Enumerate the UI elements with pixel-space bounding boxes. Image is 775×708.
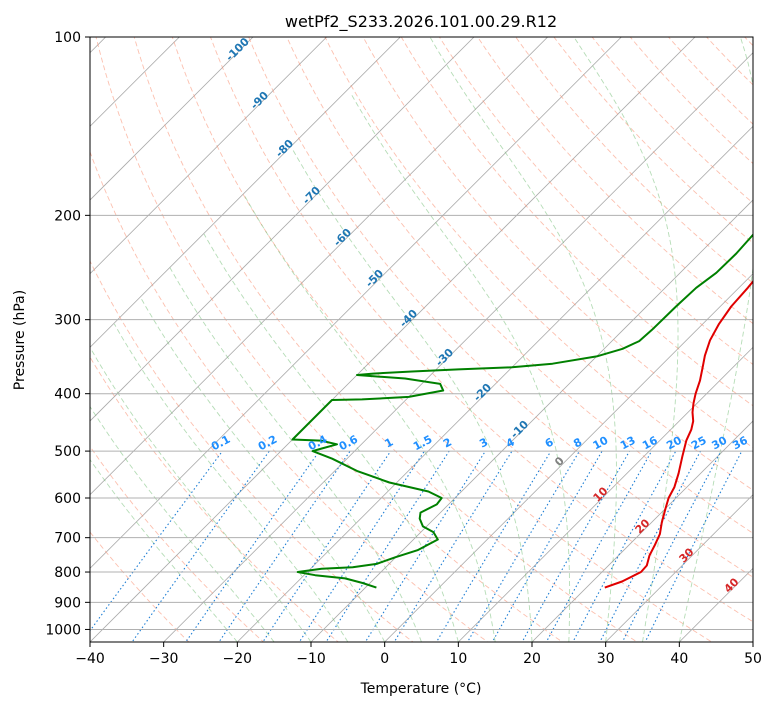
isotherm-line	[90, 37, 180, 127]
x-axis-label: Temperature (°C)	[360, 681, 482, 697]
x-tick-label: 40	[670, 651, 688, 667]
moist-adiabat-line	[678, 37, 753, 642]
y-axis: 100 200 300 400 500 600 700 800 900 1000	[45, 30, 90, 638]
mixing-ratio-line	[599, 450, 701, 642]
mixing-ratio-line	[298, 450, 425, 642]
mixing-ratio-label: 13	[618, 434, 638, 453]
moist-adiabat-line	[292, 149, 533, 642]
chart-title: wetPf2_S233.2026.101.00.29.R12	[285, 12, 557, 32]
mixing-ratio-line	[90, 450, 223, 632]
x-tick-label: −20	[223, 651, 253, 667]
dry-adiabat-line	[324, 37, 753, 491]
isotherm-line	[0, 10, 59, 654]
isotherm-line	[236, 125, 753, 642]
x-tick-label: 30	[597, 651, 615, 667]
dry-adiabat-line	[90, 356, 339, 642]
isotherm-line	[90, 37, 328, 275]
background-lines	[0, 10, 775, 654]
mixing-ratio-line	[364, 450, 486, 642]
y-axis-label: Pressure (hPa)	[12, 290, 28, 390]
isotherm-line	[384, 273, 753, 642]
y-tick-label: 300	[54, 313, 81, 329]
moist-adiabat-line	[113, 323, 349, 642]
dewpoint-profile-line	[291, 233, 753, 589]
isotherm-line	[531, 420, 753, 642]
y-tick-label: 500	[54, 444, 81, 460]
y-tick-label: 100	[54, 30, 81, 46]
x-axis: −40 −30 −20 −10 0 10 20 30 40 50	[75, 642, 762, 667]
mixing-ratio-line	[491, 450, 603, 642]
moist-adiabat-line	[90, 458, 238, 642]
moist-adiabat-line	[140, 297, 386, 642]
mixing-ratio-line	[435, 450, 552, 642]
mixing-ratio-line	[218, 450, 351, 642]
dry-adiabat-line	[770, 24, 775, 654]
dry-adiabat-line	[210, 37, 753, 623]
mixing-ratio-line	[466, 450, 580, 642]
isotherm-line	[90, 37, 475, 422]
y-tick-label: 200	[54, 208, 81, 224]
mixing-ratio-label: 10	[591, 434, 611, 453]
mixing-ratio-line	[621, 450, 722, 642]
isotherm-line	[90, 37, 696, 642]
moist-adiabat-line	[90, 405, 275, 642]
mixing-ratio-label: 16	[640, 434, 660, 453]
x-tick-label: −30	[149, 651, 179, 667]
dry-adiabat-line	[286, 37, 753, 534]
x-tick-label: 0	[380, 651, 389, 667]
dry-adiabat-line	[248, 37, 753, 578]
x-tick-label: 20	[523, 651, 541, 667]
dry-adiabat-line	[90, 259, 414, 642]
temperature-profile-line	[604, 279, 753, 589]
dry-adiabat-line	[362, 37, 753, 449]
y-tick-label: 1000	[45, 622, 81, 638]
isotherm-line	[90, 37, 549, 496]
moist-adiabat-line	[90, 347, 312, 642]
moist-adiabat-line	[203, 233, 459, 642]
y-tick-label: 600	[54, 491, 81, 507]
mixing-ratio-line	[644, 450, 743, 642]
y-tick-label: 900	[54, 595, 81, 611]
mixing-ratio-label: 36	[730, 434, 750, 453]
mixing-ratio-line	[521, 450, 630, 642]
x-tick-label: −40	[75, 651, 105, 667]
profile-lines	[291, 233, 753, 589]
moist-adiabat-line	[573, 37, 679, 642]
mixing-ratio-line	[572, 450, 677, 642]
isotherm-line	[90, 37, 622, 569]
isotherm-line	[310, 199, 753, 642]
mixing-ratio-label: 20	[664, 434, 684, 453]
isotherm-line	[90, 37, 254, 201]
mixing-ratio-lines	[90, 450, 743, 642]
mixing-ratio-line	[545, 450, 653, 642]
isotherm-line	[90, 37, 401, 348]
dry-adiabat-line	[90, 150, 489, 642]
dry-adiabat-line	[90, 531, 190, 642]
mixing-ratio-label: 25	[689, 434, 709, 453]
dry-adiabat-line	[95, 37, 564, 642]
mixing-ratio-line	[131, 450, 270, 642]
x-tick-label: 50	[744, 651, 762, 667]
y-tick-label: 800	[54, 565, 81, 581]
y-tick-label: 700	[54, 531, 81, 547]
y-tick-label: 400	[54, 387, 81, 403]
isotherm-line	[163, 52, 753, 642]
x-tick-label: −10	[296, 651, 326, 667]
mixing-ratio-label: 30	[710, 434, 730, 453]
dry-adiabat-line	[90, 445, 265, 642]
moist-adiabat-line	[243, 195, 496, 642]
moist-adiabat-line	[351, 94, 571, 642]
plot-frame	[89, 36, 754, 643]
moist-adiabat-line	[429, 37, 617, 642]
dry-adiabat-line	[133, 37, 638, 642]
x-tick-label: 10	[449, 651, 467, 667]
isotherm-line	[457, 346, 753, 642]
dry-adiabat-line	[400, 37, 753, 407]
isotherm-line	[605, 494, 753, 642]
